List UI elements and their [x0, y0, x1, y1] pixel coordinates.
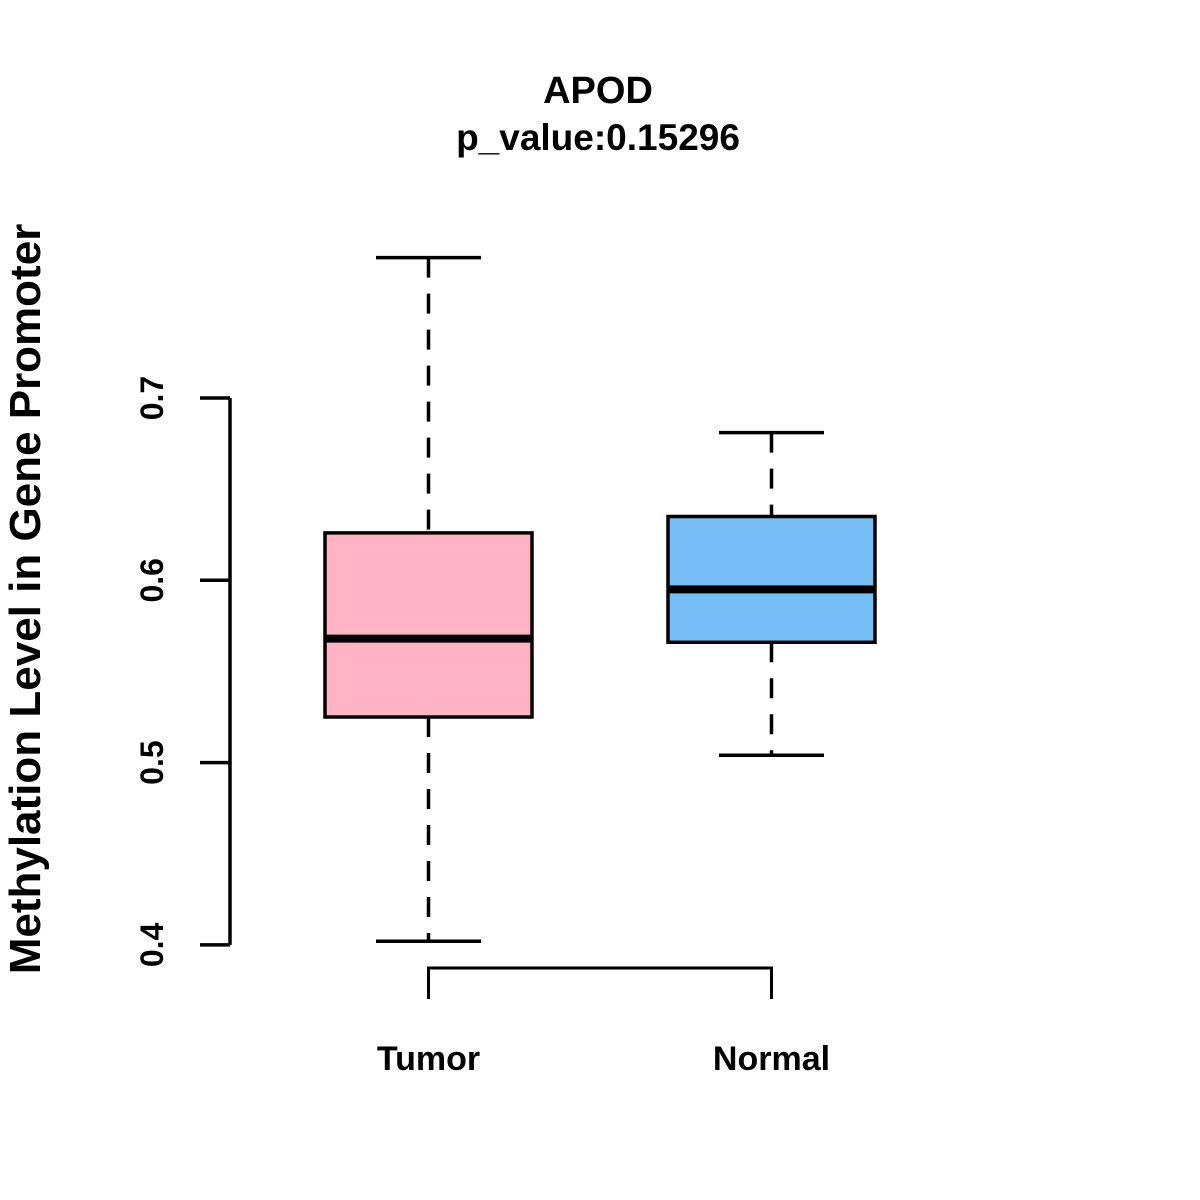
plot-layer: 0.4 0.5 0.6 0.7 Tumor Normal: [134, 255, 877, 1078]
y-tick-label: 0.7: [134, 376, 170, 420]
chart-title: APOD: [543, 70, 653, 112]
y-tick-label: 0.6: [134, 558, 170, 602]
x-category-label-normal: Normal: [713, 1040, 830, 1078]
y-tick-label: 0.4: [134, 922, 170, 967]
chart-subtitle: p_value:0.15296: [456, 117, 740, 158]
tumor-box: [323, 531, 534, 719]
y-axis-label: Methylation Level in Gene Promoter: [1, 224, 50, 975]
x-axis-bracket: [427, 966, 773, 999]
normal-box: [666, 514, 877, 645]
x-category-label-tumor: Tumor: [377, 1040, 480, 1078]
y-tick-label: 0.5: [134, 740, 170, 784]
